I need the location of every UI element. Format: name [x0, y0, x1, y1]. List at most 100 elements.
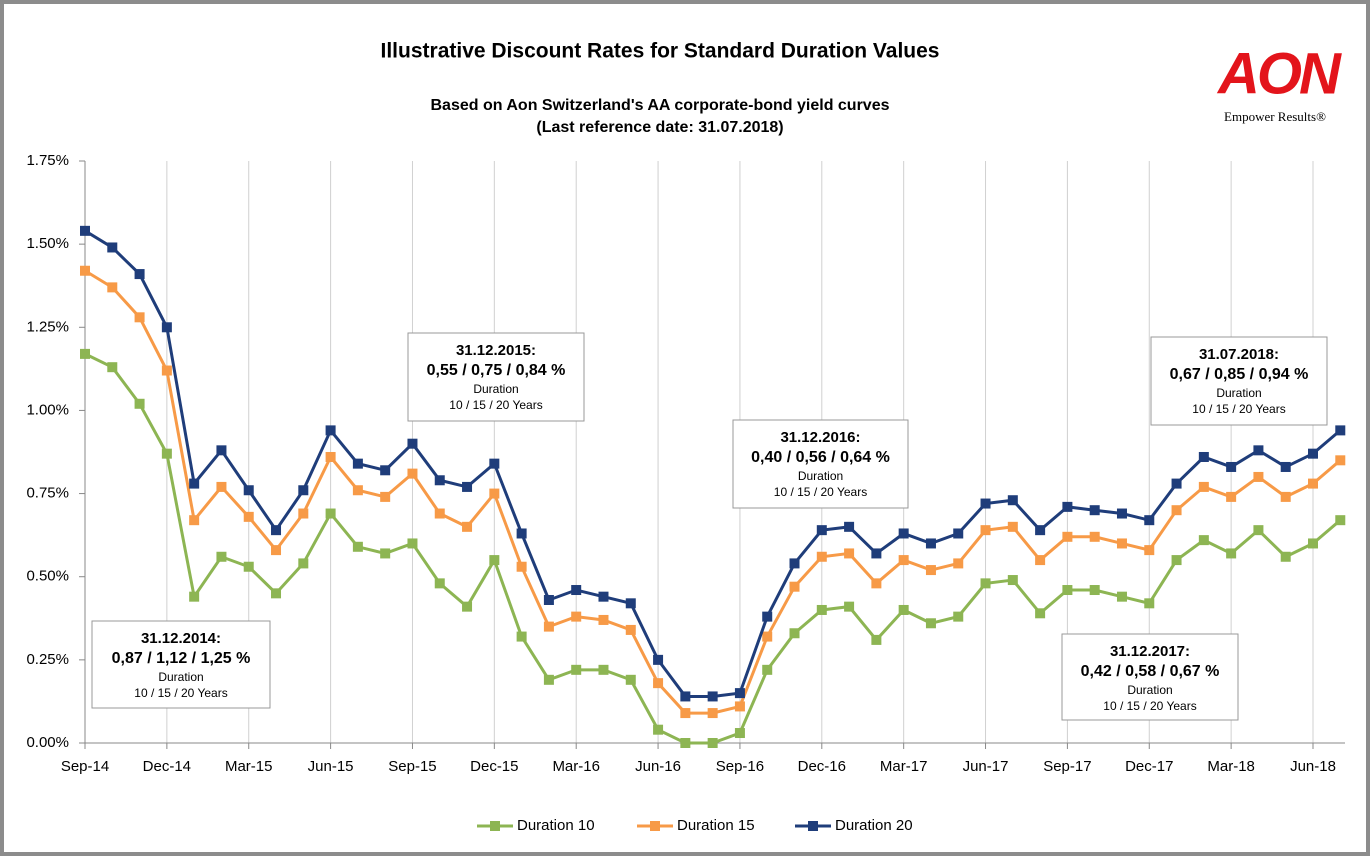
annotation-box	[407, 332, 585, 422]
annotation-box	[91, 620, 271, 709]
marker	[1062, 501, 1073, 512]
x-tick-label: Mar-17	[880, 758, 928, 775]
marker	[107, 362, 118, 373]
marker	[325, 451, 336, 462]
marker	[407, 438, 418, 449]
marker	[243, 561, 254, 572]
marker	[1226, 461, 1237, 472]
marker	[1198, 481, 1209, 492]
annotation-title: 31.12.2015:	[456, 342, 536, 359]
marker	[625, 598, 636, 609]
marker	[980, 578, 991, 589]
annotation-title: 31.12.2017:	[1110, 643, 1190, 660]
y-tick-label: 0.00%	[26, 734, 69, 751]
x-tick-label: Jun-15	[308, 758, 354, 775]
marker	[1335, 455, 1346, 466]
marker	[462, 601, 473, 612]
marker	[816, 604, 827, 615]
annotation-box	[1061, 633, 1239, 721]
marker	[271, 545, 282, 556]
marker	[625, 624, 636, 635]
y-tick-label: 0.25%	[26, 651, 69, 668]
marker	[1144, 545, 1155, 556]
marker	[1253, 525, 1264, 536]
annotation-rates: 0,87 / 1,12 / 1,25 %	[112, 650, 251, 667]
marker	[898, 604, 909, 615]
marker	[134, 269, 145, 280]
marker	[1007, 521, 1018, 532]
marker	[1116, 538, 1127, 549]
marker	[462, 521, 473, 532]
marker	[844, 548, 855, 559]
marker	[571, 611, 582, 622]
marker	[380, 465, 391, 476]
marker	[489, 555, 500, 566]
y-tick-label: 1.00%	[26, 401, 69, 418]
annotation-rates: 0,55 / 0,75 / 0,84 %	[427, 362, 566, 379]
marker	[953, 528, 964, 539]
marker	[516, 631, 527, 642]
marker	[1280, 551, 1291, 562]
x-tick-label: Jun-16	[635, 758, 681, 775]
marker	[407, 468, 418, 479]
marker	[1226, 548, 1237, 559]
marker	[898, 528, 909, 539]
marker	[1198, 535, 1209, 546]
y-tick-label: 0.75%	[26, 485, 69, 502]
marker	[816, 525, 827, 536]
marker	[298, 485, 309, 496]
marker	[925, 618, 936, 629]
marker	[80, 265, 90, 276]
marker	[598, 614, 609, 625]
marker	[1116, 591, 1127, 602]
x-tick-label: Sep-15	[388, 758, 436, 775]
annotation-detail: 10 / 15 / 20 Years	[1103, 699, 1196, 713]
annotation-label: Duration	[1216, 386, 1261, 400]
marker	[134, 398, 145, 409]
marker	[1226, 491, 1237, 502]
marker	[734, 728, 745, 739]
legend-label: Duration 20	[835, 817, 913, 834]
marker	[1335, 515, 1346, 526]
marker	[462, 481, 473, 492]
marker	[189, 478, 200, 489]
marker	[1144, 515, 1155, 526]
marker	[516, 528, 527, 539]
marker	[1171, 555, 1182, 566]
x-tick-label: Mar-15	[225, 758, 273, 775]
marker	[1144, 598, 1155, 609]
annotation-box	[732, 419, 909, 509]
annotation-label: Duration	[158, 670, 203, 684]
y-tick-label: 1.75%	[26, 152, 69, 169]
marker	[1253, 445, 1264, 456]
marker	[189, 591, 200, 602]
marker	[653, 678, 664, 689]
marker	[352, 458, 363, 469]
marker	[1089, 531, 1100, 542]
annotation-box	[1150, 336, 1328, 426]
marker	[1253, 471, 1264, 482]
annotation-title: 31.12.2016:	[780, 429, 860, 446]
marker	[1035, 555, 1046, 566]
chart-title: Illustrative Discount Rates for Standard…	[381, 40, 940, 63]
annotation-title: 31.07.2018:	[1199, 346, 1279, 363]
marker	[707, 691, 718, 702]
marker	[762, 664, 773, 675]
marker	[380, 548, 391, 559]
marker	[734, 701, 745, 712]
marker	[953, 558, 964, 569]
annotation-rates: 0,42 / 0,58 / 0,67 %	[1081, 663, 1220, 680]
marker	[543, 674, 554, 685]
legend-label: Duration 10	[517, 817, 595, 834]
annotation-label: Duration	[473, 382, 518, 396]
marker	[298, 508, 309, 519]
legend-marker	[650, 821, 660, 831]
marker	[325, 508, 336, 519]
marker	[844, 521, 855, 532]
marker	[80, 348, 90, 359]
marker	[1280, 461, 1291, 472]
marker	[1335, 425, 1346, 436]
y-tick-label: 0.50%	[26, 568, 69, 585]
legend-label: Duration 15	[677, 817, 755, 834]
